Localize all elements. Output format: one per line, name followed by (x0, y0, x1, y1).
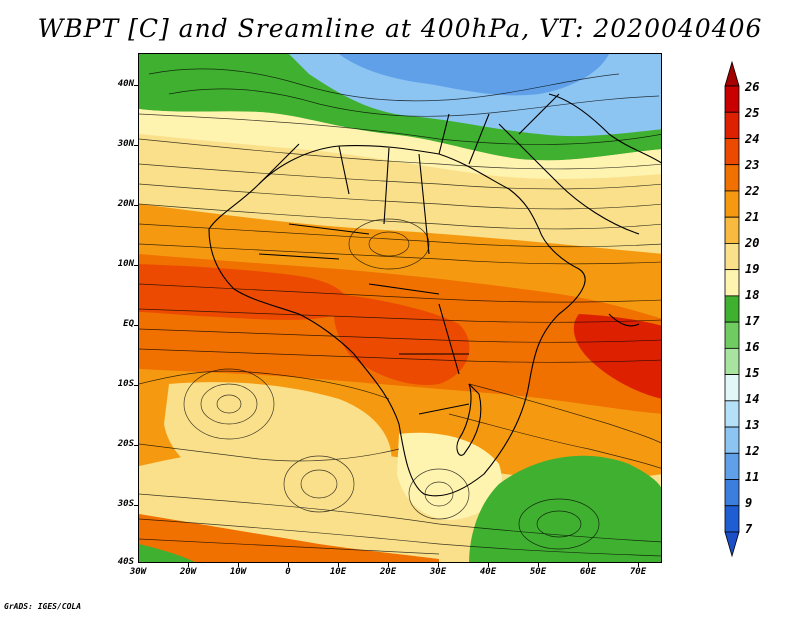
colorbar-label: 15 (745, 366, 760, 380)
colorbar-bottom-triangle (724, 531, 740, 558)
colorbar-label: 18 (745, 288, 760, 302)
colorbar-label: 21 (745, 210, 760, 224)
lat-tick (134, 385, 138, 386)
colorbar-label: 13 (745, 418, 760, 432)
colorbar-swatch (724, 452, 740, 480)
lon-label-40e: 40E (479, 567, 497, 577)
lat-tick (134, 265, 138, 266)
lon-label-0: 0 (285, 567, 291, 577)
colorbar-swatch (724, 190, 740, 218)
field-red-east (573, 314, 661, 399)
field-pale-south-africa (397, 432, 502, 520)
field-red-central (333, 294, 470, 385)
colorbar-swatch (724, 426, 740, 454)
colorbar-label: 24 (745, 132, 760, 146)
lat-tick (134, 325, 138, 326)
lat-tick (134, 205, 138, 206)
colorbar-label: 12 (745, 444, 760, 458)
lat-label-10n: 10N (117, 259, 134, 269)
map-canvas (139, 54, 661, 562)
lon-label-20e: 20E (379, 567, 397, 577)
lat-label-30n: 30N (117, 139, 134, 149)
colorbar-swatch (724, 111, 740, 139)
colorbar-swatch (724, 138, 740, 166)
lat-label-20s: 20S (117, 439, 134, 449)
lon-label-20w: 20W (179, 567, 197, 577)
colorbar-label: 20 (745, 236, 760, 250)
colorbar-label: 22 (745, 184, 760, 198)
lon-tick (188, 563, 189, 567)
lon-tick (588, 563, 589, 567)
lat-label-10s: 10S (117, 379, 134, 389)
field-deep-blue-north (339, 54, 609, 96)
colorbar-swatch (724, 347, 740, 375)
chart-title: WBPT [C] and Sreamline at 400hPa, VT: 20… (37, 14, 763, 43)
field-red-west (139, 264, 347, 320)
lon-label-70e: 70E (629, 567, 647, 577)
field-pale-band (139, 109, 661, 179)
colorbar-swatch (724, 164, 740, 192)
coastlines (208, 93, 661, 497)
lat-tick (134, 85, 138, 86)
lon-tick (488, 563, 489, 567)
colorbar-label: 19 (745, 262, 760, 276)
colorbar-label: 17 (745, 314, 760, 328)
lon-label-10w: 10W (229, 567, 247, 577)
colorbar-label: 11 (745, 470, 760, 484)
colorbar-label: 9 (745, 496, 753, 510)
grads-credit: GrADS: IGES/COLA (4, 602, 82, 611)
lon-tick (538, 563, 539, 567)
colorbar-swatch (724, 243, 740, 271)
colorbar-swatch (724, 295, 740, 323)
lat-tick (134, 145, 138, 146)
lon-label-30w: 30W (129, 567, 147, 577)
lon-label-60e: 60E (579, 567, 597, 577)
lon-label-50e: 50E (529, 567, 547, 577)
lon-label-10e: 10E (329, 567, 347, 577)
colorbar-label: 26 (745, 80, 760, 94)
field-orange-southwest (139, 514, 439, 562)
streamlines (139, 68, 661, 557)
colorbar-label: 16 (745, 340, 760, 354)
lat-label-eq: EQ (123, 319, 134, 329)
colorbar-label: 7 (745, 522, 753, 536)
field-pale-southwest (164, 382, 392, 503)
colorbar-swatch (724, 479, 740, 507)
colorbar-swatch (724, 321, 740, 349)
lat-label-30s: 30S (117, 499, 134, 509)
lon-tick (638, 563, 639, 567)
field-green-south (469, 455, 661, 562)
lon-tick (438, 563, 439, 567)
lat-tick (134, 445, 138, 446)
wbpt-streamline-map (138, 53, 662, 563)
lon-tick (288, 563, 289, 567)
lat-label-40s: 40S (117, 557, 134, 567)
colorbar-swatch (724, 85, 740, 113)
lat-label-20n: 20N (117, 199, 134, 209)
colorbar-top-triangle (724, 60, 740, 87)
lat-tick (134, 505, 138, 506)
colorbar-swatch (724, 400, 740, 428)
colorbar-swatch (724, 505, 740, 533)
lon-tick (238, 563, 239, 567)
lon-tick (388, 563, 389, 567)
lat-label-40n: 40N (117, 79, 134, 89)
colorbar-swatch (724, 269, 740, 297)
colorbar-label: 25 (745, 106, 760, 120)
lon-label-30e: 30E (429, 567, 447, 577)
colorbar-swatch (724, 216, 740, 244)
colorbar-label: 23 (745, 158, 760, 172)
colorbar-swatch (724, 374, 740, 402)
field-green-southwest (139, 544, 195, 562)
colorbar-label: 14 (745, 392, 760, 406)
lon-tick (338, 563, 339, 567)
